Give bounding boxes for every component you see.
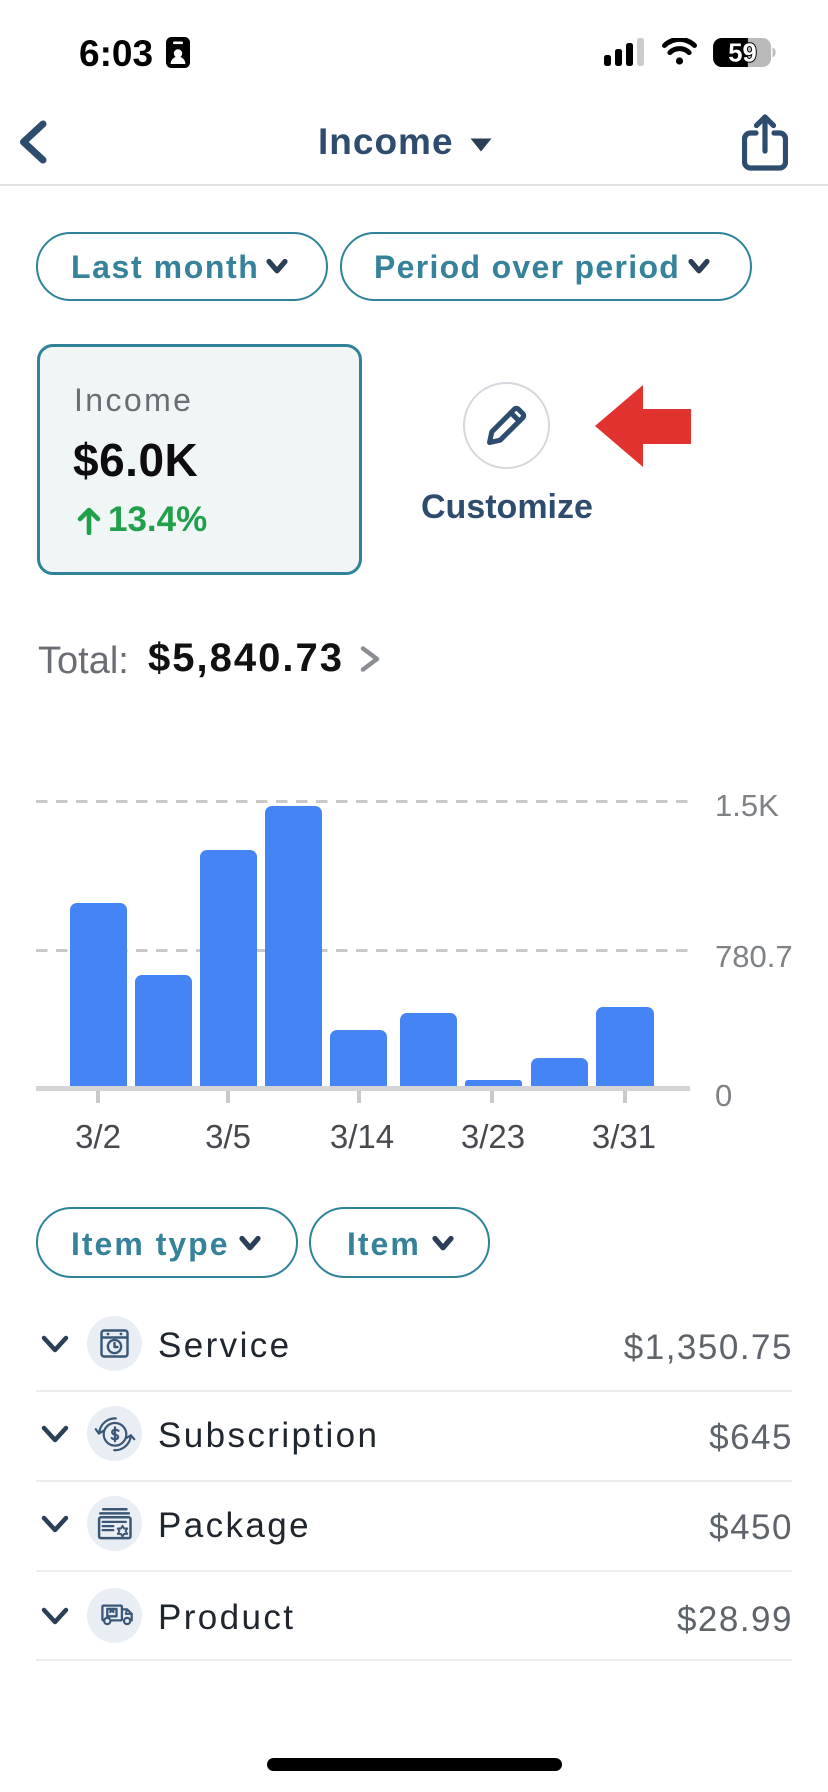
svg-text:59: 59 bbox=[728, 40, 757, 67]
